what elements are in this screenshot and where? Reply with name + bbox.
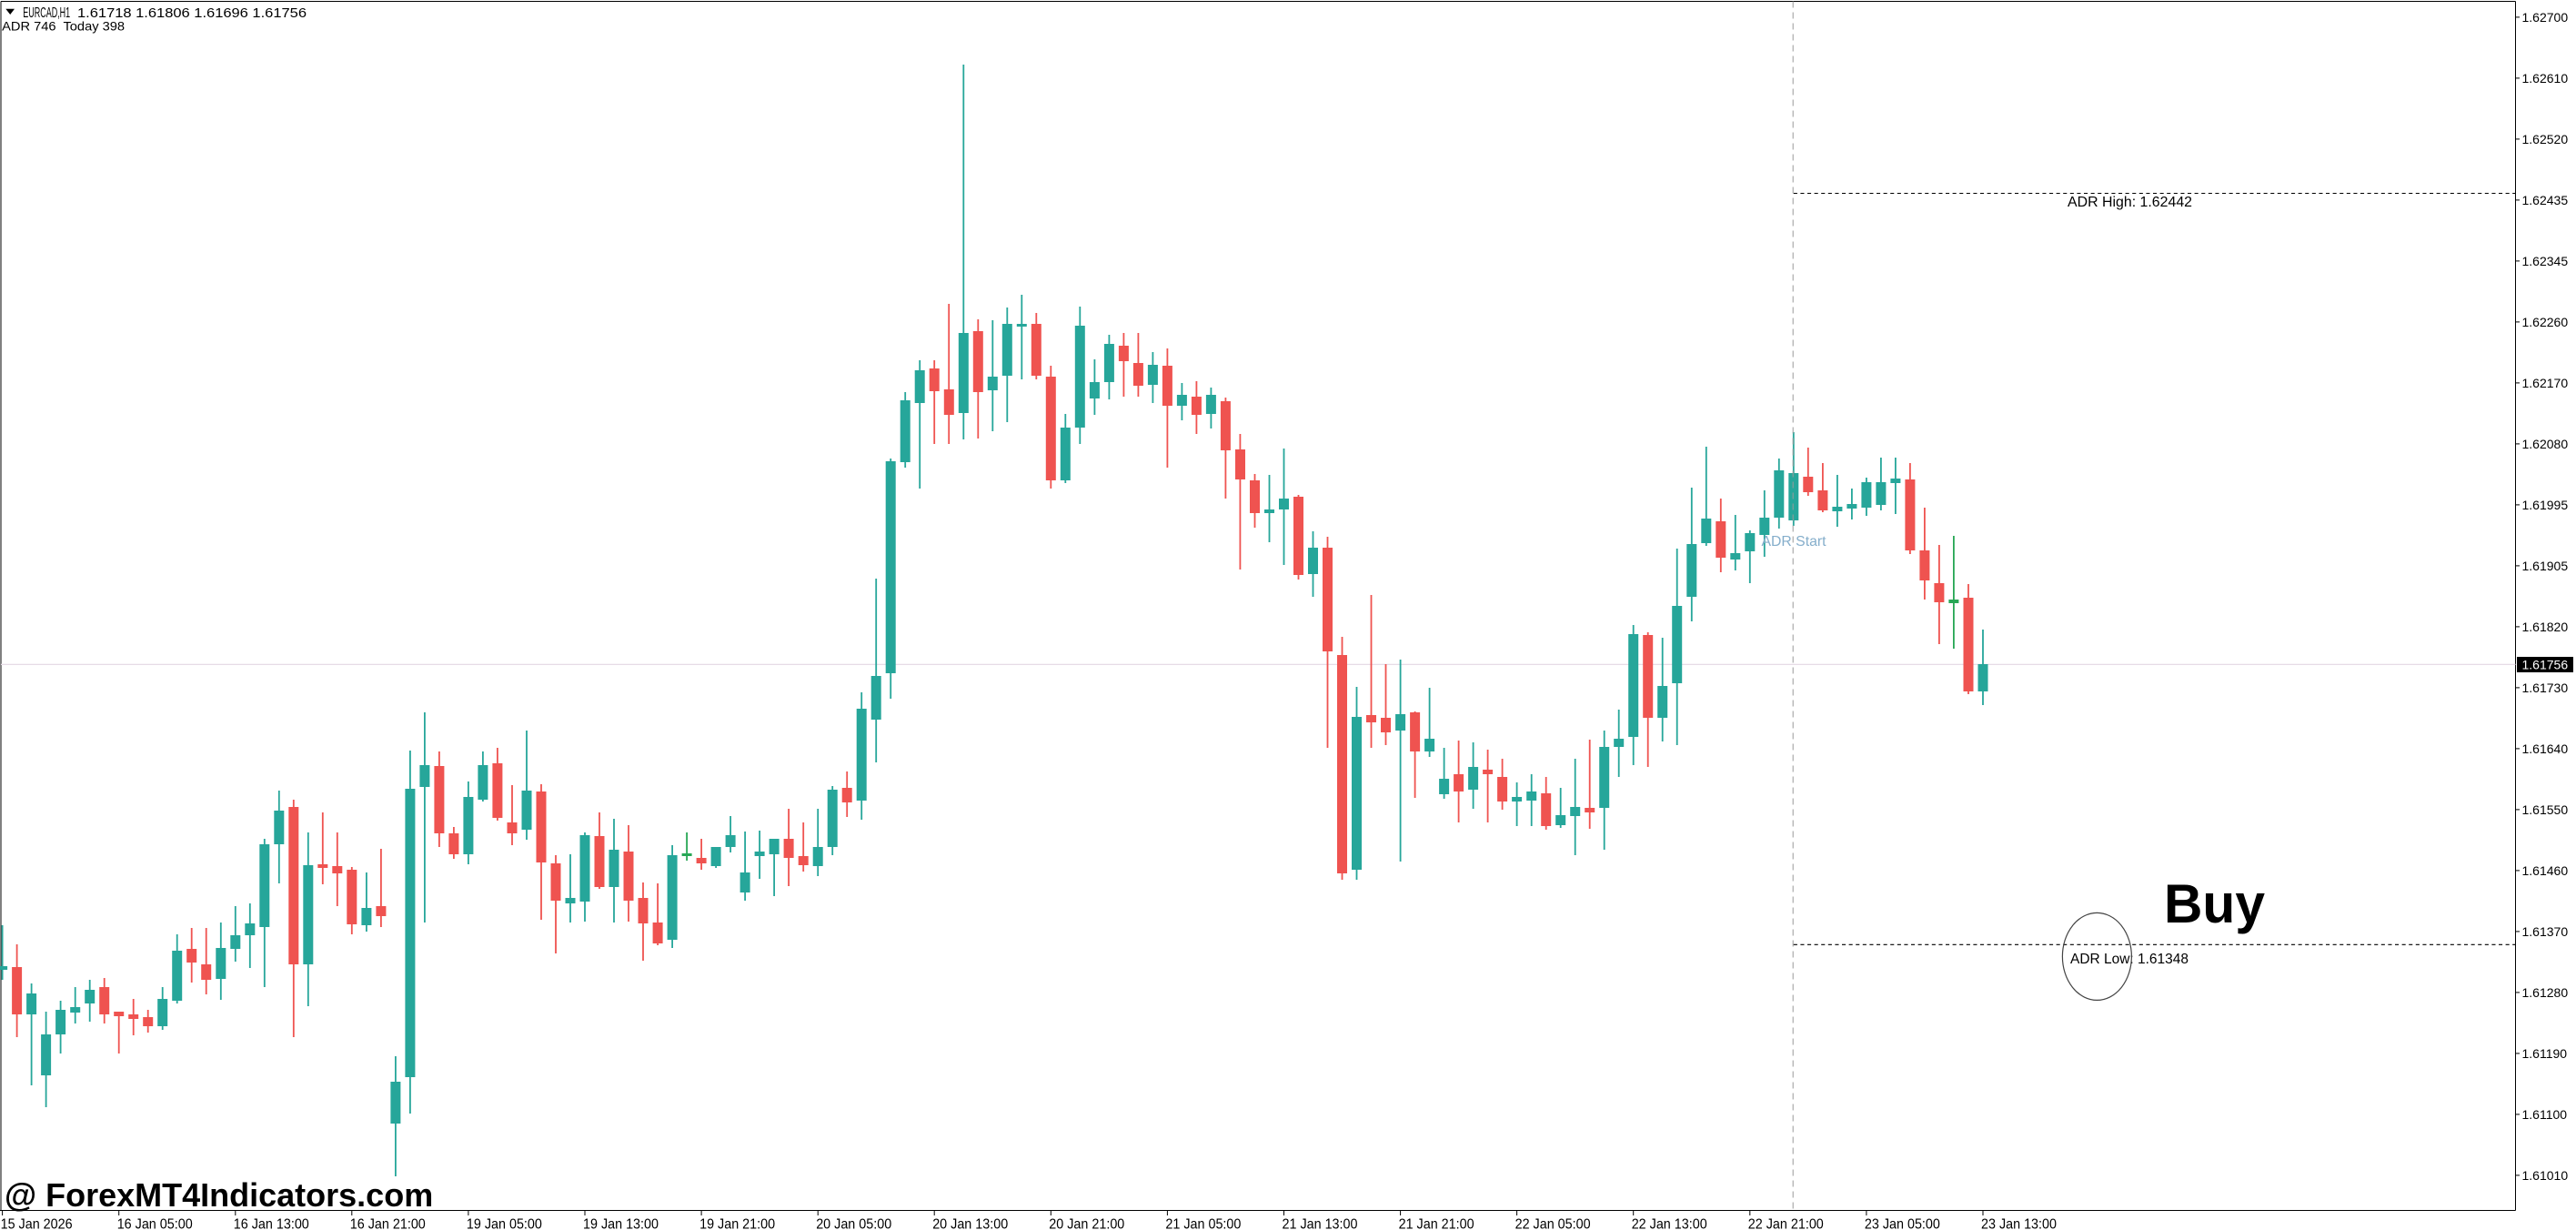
svg-text:1.61370: 1.61370	[2522, 924, 2569, 939]
svg-text:1.61100: 1.61100	[2522, 1107, 2568, 1122]
svg-text:21 Jan 13:00: 21 Jan 13:00	[1283, 1216, 1358, 1230]
svg-text:1.61718 1.61806 1.61696 1.6175: 1.61718 1.61806 1.61696 1.61756	[77, 6, 307, 21]
svg-text:1.61995: 1.61995	[2522, 498, 2569, 512]
svg-text:23 Jan 05:00: 23 Jan 05:00	[1865, 1216, 1940, 1230]
svg-text:1.61460: 1.61460	[2522, 863, 2569, 878]
svg-text:1.61550: 1.61550	[2522, 802, 2569, 817]
svg-text:20 Jan 13:00: 20 Jan 13:00	[932, 1216, 1008, 1230]
svg-text:ADR Low: 1.61348: ADR Low: 1.61348	[2070, 952, 2189, 967]
svg-text:1.62610: 1.62610	[2522, 71, 2569, 86]
svg-text:ADR Start: ADR Start	[1762, 534, 1827, 549]
svg-text:1.62080: 1.62080	[2522, 437, 2569, 451]
svg-text:22 Jan 13:00: 22 Jan 13:00	[1632, 1216, 1707, 1230]
svg-text:23 Jan 13:00: 23 Jan 13:00	[1981, 1216, 2057, 1230]
svg-text:EURCAD,H1: EURCAD,H1	[23, 5, 70, 21]
svg-text:20 Jan 05:00: 20 Jan 05:00	[816, 1216, 891, 1230]
svg-text:1.61640: 1.61640	[2522, 741, 2569, 756]
svg-text:1.61905: 1.61905	[2522, 559, 2569, 573]
svg-text:21 Jan 21:00: 21 Jan 21:00	[1399, 1216, 1474, 1230]
svg-text:1.61730: 1.61730	[2522, 681, 2569, 695]
svg-text:19 Jan 21:00: 19 Jan 21:00	[699, 1216, 775, 1230]
svg-text:19 Jan 05:00: 19 Jan 05:00	[467, 1216, 542, 1230]
svg-text:1.62345: 1.62345	[2522, 254, 2569, 268]
svg-text:22 Jan 05:00: 22 Jan 05:00	[1515, 1216, 1591, 1230]
svg-text:20 Jan 21:00: 20 Jan 21:00	[1049, 1216, 1124, 1230]
svg-text:1.62260: 1.62260	[2522, 315, 2569, 329]
svg-text:Buy: Buy	[2164, 873, 2266, 934]
svg-text:21 Jan 05:00: 21 Jan 05:00	[1165, 1216, 1241, 1230]
svg-text:1.61010: 1.61010	[2522, 1168, 2569, 1183]
svg-text:1.62700: 1.62700	[2522, 10, 2569, 25]
svg-text:16 Jan 05:00: 16 Jan 05:00	[117, 1216, 193, 1230]
svg-text:1.62520: 1.62520	[2522, 132, 2569, 146]
svg-text:1.61756: 1.61756	[2522, 658, 2569, 672]
svg-text:22 Jan 21:00: 22 Jan 21:00	[1748, 1216, 1824, 1230]
svg-text:1.62170: 1.62170	[2522, 376, 2569, 390]
svg-text:1.61280: 1.61280	[2522, 985, 2569, 1000]
svg-text:1.62435: 1.62435	[2522, 193, 2569, 207]
svg-text:1.61190: 1.61190	[2522, 1046, 2568, 1061]
svg-text:16 Jan 13:00: 16 Jan 13:00	[234, 1216, 309, 1230]
svg-text:16 Jan 21:00: 16 Jan 21:00	[350, 1216, 426, 1230]
svg-text:15 Jan 2026: 15 Jan 2026	[1, 1216, 73, 1230]
svg-text:ADR 746 Today 398: ADR 746 Today 398	[2, 18, 125, 33]
svg-text:ADR High: 1.62442: ADR High: 1.62442	[2068, 195, 2192, 210]
svg-text:19 Jan 13:00: 19 Jan 13:00	[583, 1216, 659, 1230]
svg-text:@ ForexMT4Indicators.com: @ ForexMT4Indicators.com	[5, 1176, 433, 1214]
svg-text:1.61820: 1.61820	[2522, 620, 2569, 634]
